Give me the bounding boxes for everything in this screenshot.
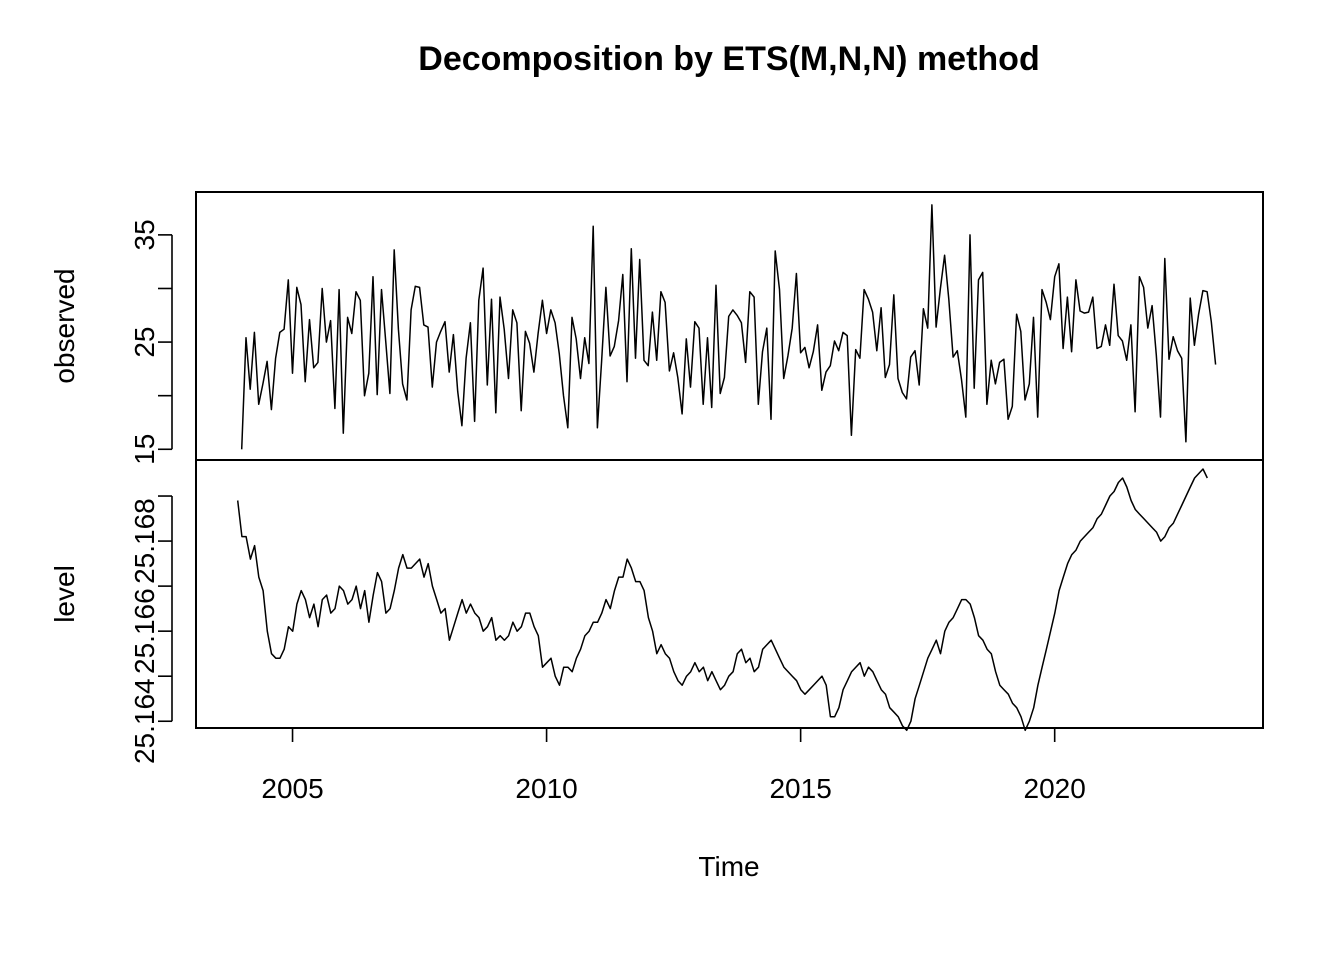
y-tick-label-observed: 15	[129, 434, 160, 465]
y-tick-label-observed: 35	[129, 219, 160, 250]
x-axis-label: Time	[698, 851, 759, 882]
y-tick-label-level: 25.166	[129, 588, 160, 674]
x-tick-label: 2015	[769, 773, 831, 804]
panel-observed: 15 25 35 observed	[49, 191, 1264, 465]
x-tick-label: 2010	[515, 773, 577, 804]
chart-title: Decomposition by ETS(M,N,N) method	[418, 40, 1039, 78]
y-tick-label-observed: 25	[129, 327, 160, 358]
x-axis: 2005 2010 2015 2020	[261, 727, 1086, 804]
x-tick-label: 2020	[1024, 773, 1086, 804]
y-tick-label-level: 25.164	[129, 678, 160, 764]
panels: 15 25 35 observed 25.164 25.166 25.168 level	[49, 191, 1264, 764]
panel-level: 25.164 25.166 25.168 level	[49, 459, 1264, 764]
x-tick-label: 2005	[261, 773, 323, 804]
y-tick-label-level: 25.168	[129, 498, 160, 584]
series-line-observed	[240, 204, 1217, 450]
series-line-level	[236, 468, 1208, 732]
panel-frame-level	[195, 459, 1264, 729]
y-axis-label-level: level	[49, 565, 80, 623]
panel-frame-observed	[195, 191, 1264, 461]
y-axis-label-observed: observed	[49, 268, 80, 383]
